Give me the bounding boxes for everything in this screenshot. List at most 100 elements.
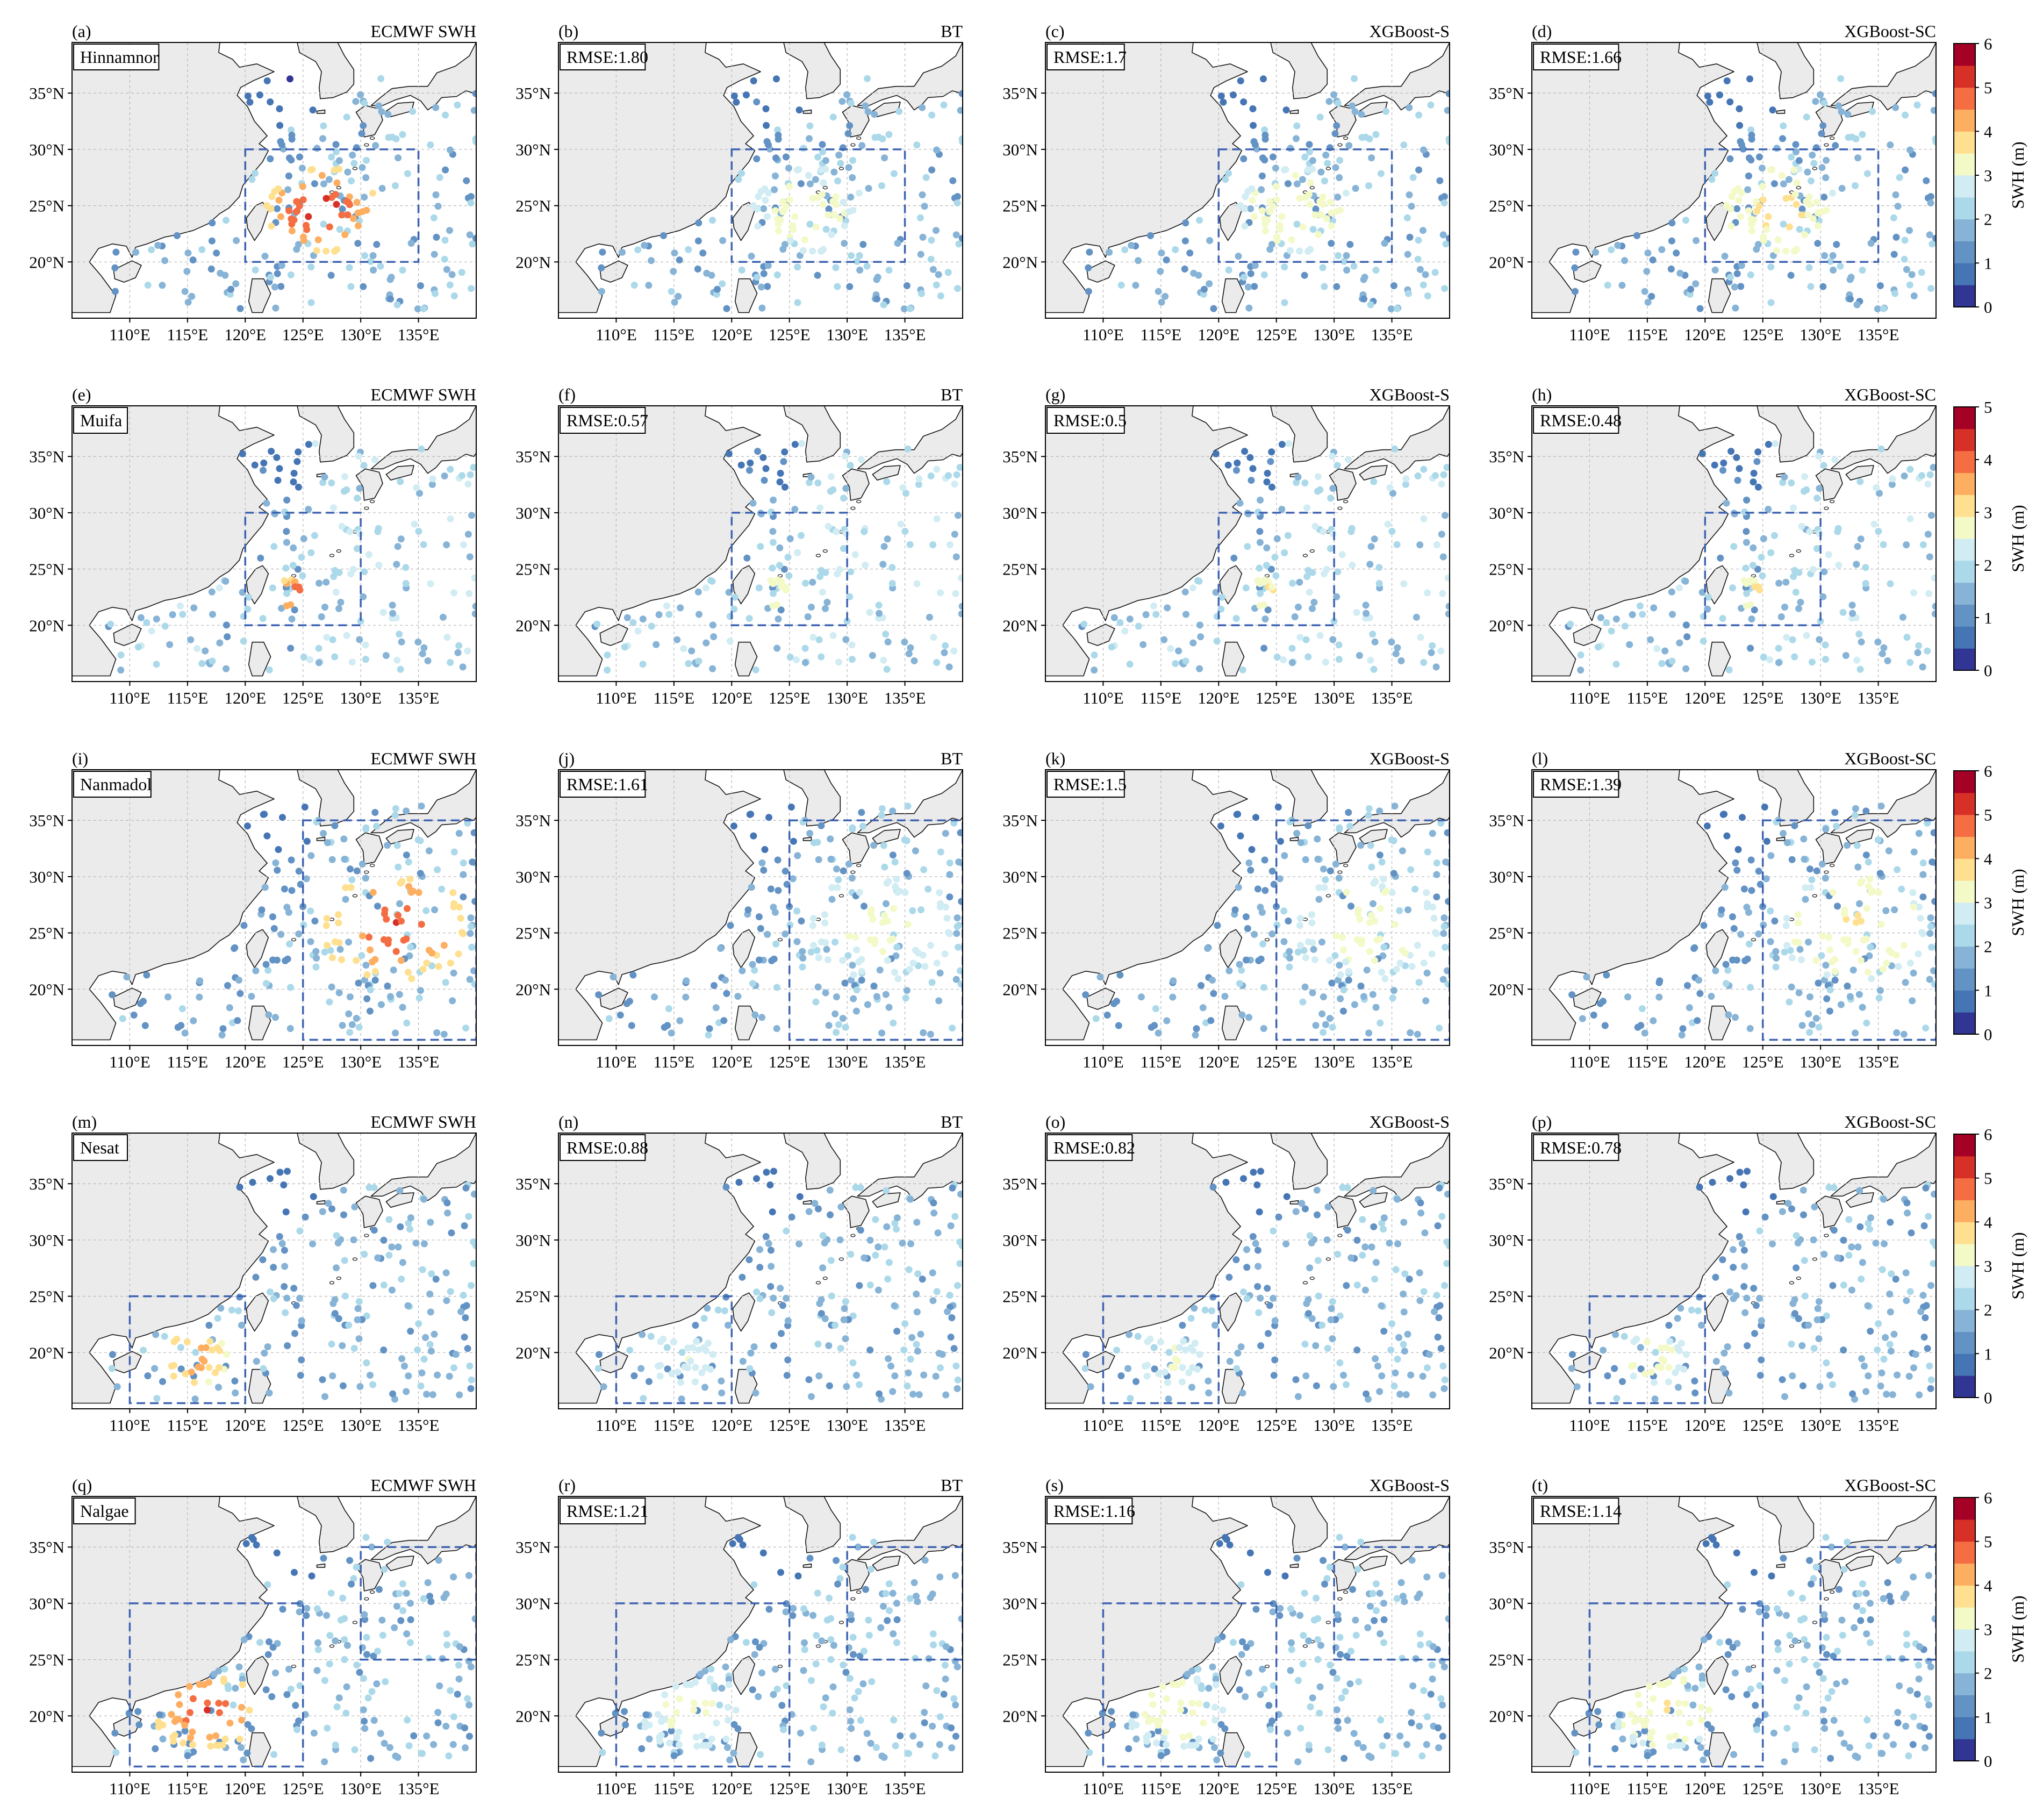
swh-point	[1880, 644, 1888, 651]
swh-point	[1888, 1270, 1895, 1278]
swh-point	[1440, 930, 1447, 937]
swh-point	[1377, 905, 1384, 912]
swh-point	[290, 478, 297, 486]
swh-point	[1725, 1389, 1733, 1397]
swh-point	[1316, 113, 1324, 121]
swh-point	[885, 1004, 893, 1011]
panel-frame	[1531, 1133, 1937, 1409]
colorbar-tick-label: 1	[1984, 1344, 1992, 1363]
swh-point	[1816, 530, 1823, 538]
land-shape	[297, 1133, 355, 1190]
swh-point	[1381, 240, 1388, 247]
swh-point	[818, 1296, 825, 1303]
swh-point	[1903, 541, 1910, 549]
swh-point	[1831, 968, 1839, 975]
swh-point	[758, 1014, 765, 1021]
swh-point	[1750, 544, 1757, 551]
swh-point	[1235, 253, 1242, 260]
swh-point	[927, 942, 934, 949]
swh-point	[1181, 588, 1189, 596]
swh-point	[912, 847, 919, 855]
swh-point	[1876, 282, 1884, 289]
method-title: ECMWF SWH	[371, 385, 476, 404]
typhoon-region-box	[1704, 148, 1880, 263]
swh-point	[309, 106, 317, 114]
swh-point	[1399, 847, 1406, 855]
swh-point	[1738, 262, 1745, 269]
swh-point	[1257, 496, 1264, 504]
panel-frame	[71, 42, 477, 319]
colorbar-segment	[1954, 1309, 1975, 1332]
swh-point	[927, 472, 935, 479]
swh-point	[1212, 450, 1220, 457]
swh-point	[1757, 1372, 1764, 1379]
swh-point	[1782, 195, 1790, 202]
swh-point	[1882, 907, 1890, 914]
swh-point	[391, 1395, 398, 1403]
swh-point	[764, 283, 771, 290]
swh-point	[1339, 1184, 1346, 1191]
swh-point	[1759, 183, 1766, 190]
swh-point	[929, 266, 937, 273]
swh-point	[407, 1616, 414, 1623]
map-layer	[558, 770, 963, 1045]
land-shape	[246, 929, 269, 969]
swh-point	[1667, 266, 1675, 273]
swh-point	[1901, 237, 1909, 244]
land-shape	[1532, 42, 1734, 313]
swh-point	[1841, 910, 1848, 918]
swh-point	[1096, 973, 1104, 981]
swh-point	[1675, 1384, 1682, 1391]
swh-point	[1922, 1184, 1930, 1192]
swh-point	[750, 832, 757, 840]
swh-point	[688, 647, 696, 655]
swh-point	[1740, 1283, 1748, 1290]
land-shape	[1532, 770, 1734, 1041]
swh-point	[1733, 454, 1740, 461]
swh-point	[1300, 947, 1308, 954]
colorbar-segment	[1954, 1244, 1975, 1266]
swh-point	[777, 606, 785, 614]
rmse-box	[1046, 407, 1125, 434]
swh-point	[190, 1017, 197, 1024]
swh-point	[1346, 822, 1353, 830]
swh-point	[1930, 829, 1936, 836]
swh-point	[273, 454, 281, 461]
swh-point	[262, 1686, 270, 1694]
swh-point	[339, 1342, 346, 1349]
land-shape	[802, 1563, 812, 1568]
swh-point	[362, 174, 370, 181]
swh-point	[840, 867, 847, 875]
swh-point	[1806, 993, 1813, 1001]
swh-point	[823, 945, 830, 953]
swh-point	[1787, 271, 1795, 279]
swh-point	[1423, 889, 1430, 897]
swh-point	[1930, 464, 1936, 471]
swh-point	[1445, 135, 1450, 143]
swh-point	[782, 583, 789, 591]
swh-point	[756, 1295, 764, 1302]
swh-point	[270, 925, 278, 932]
swh-point	[1308, 911, 1315, 919]
swh-point	[427, 1598, 435, 1606]
swh-point	[403, 1388, 410, 1395]
swh-point	[1306, 141, 1313, 148]
swh-point	[1906, 227, 1913, 234]
swh-point	[1267, 565, 1275, 573]
swh-point	[1829, 958, 1836, 966]
swh-point	[956, 464, 963, 471]
swh-point	[857, 1184, 864, 1192]
swh-point	[1321, 177, 1328, 185]
swh-point	[1309, 226, 1317, 233]
swh-point	[359, 861, 366, 868]
swh-point	[1709, 1179, 1716, 1186]
land-shape	[842, 1559, 870, 1592]
swh-point	[132, 248, 140, 256]
swh-point	[346, 264, 353, 271]
swh-point	[1785, 176, 1793, 183]
colorbar-label: SWH (m)	[2008, 1232, 2027, 1299]
swh-point	[1414, 255, 1422, 263]
swh-point	[1400, 1291, 1407, 1298]
swh-point	[1641, 1029, 1648, 1037]
swh-point	[468, 1282, 475, 1289]
